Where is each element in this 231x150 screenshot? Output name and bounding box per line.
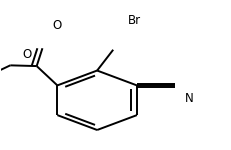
Text: O: O [52, 19, 62, 32]
Text: O: O [22, 48, 32, 61]
Text: Br: Br [128, 14, 141, 27]
Text: N: N [184, 92, 193, 105]
